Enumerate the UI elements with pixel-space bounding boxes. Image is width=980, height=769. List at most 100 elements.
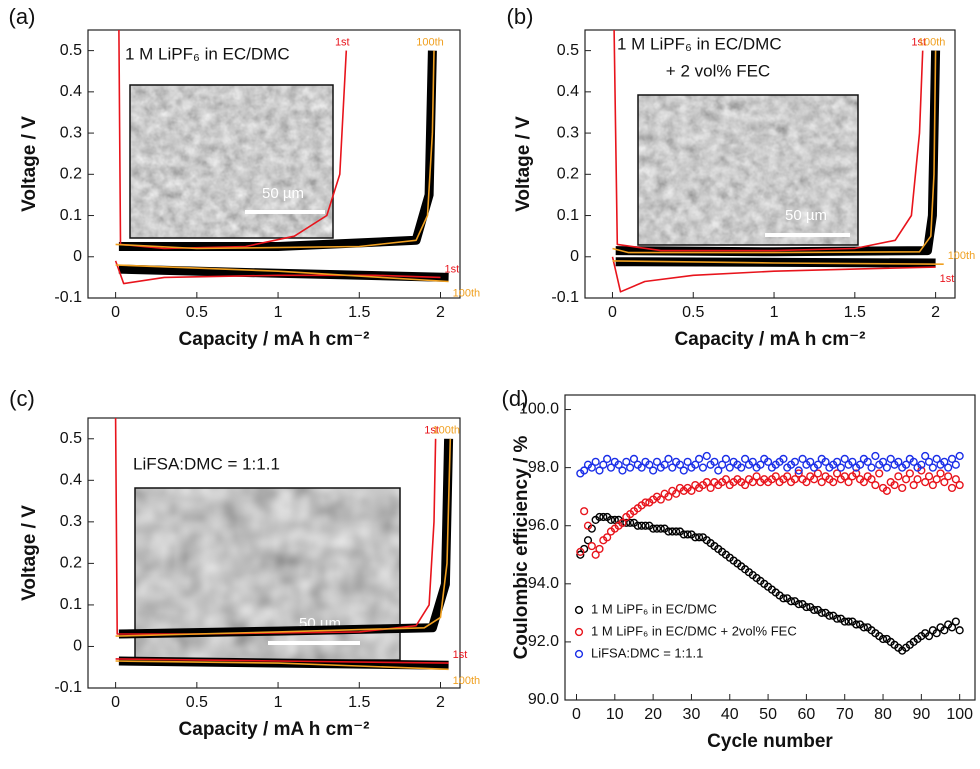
- data-point: [752, 472, 761, 481]
- voltage-curve: [612, 50, 937, 254]
- data-point: [637, 463, 646, 472]
- voltage-curve: [611, 256, 936, 293]
- data-point: [928, 463, 937, 472]
- data-point: [698, 463, 708, 472]
- data-point: [618, 466, 627, 475]
- x-tick-label: 2: [436, 694, 445, 711]
- x-tick-label: 60: [798, 706, 816, 723]
- data-point: [840, 454, 849, 464]
- data-point: [599, 460, 608, 469]
- data-point: [921, 451, 930, 461]
- data-point: [675, 460, 685, 469]
- x-tick-label: 1: [770, 304, 779, 321]
- data-point: [951, 475, 960, 484]
- data-point: [737, 463, 746, 472]
- legend-marker: [574, 605, 584, 615]
- data-point: [668, 527, 677, 536]
- voltage-curve: [613, 29, 924, 252]
- y-tick-label: 0.1: [557, 207, 579, 224]
- data-point: [714, 466, 723, 475]
- data-point: [649, 524, 658, 533]
- x-tick-label: 0: [608, 304, 617, 321]
- cycle-band: [118, 438, 454, 639]
- data-point: [794, 469, 803, 478]
- data-point: [606, 463, 616, 472]
- data-point: [852, 620, 861, 629]
- x-tick-label: 90: [912, 706, 930, 723]
- data-point: [924, 631, 934, 641]
- data-point: [813, 460, 822, 469]
- data-point: [668, 463, 677, 472]
- x-axis-label: Capacity / mA h cm⁻²: [179, 719, 370, 740]
- data-point: [702, 451, 711, 461]
- y-tick-label: 0.4: [60, 472, 82, 489]
- data-point: [672, 489, 681, 498]
- data-point: [721, 454, 731, 464]
- data-point: [951, 460, 960, 469]
- series-label: 1st: [940, 273, 955, 285]
- plot-frame: [584, 29, 956, 299]
- data-point: [718, 460, 727, 469]
- data-point: [921, 478, 930, 487]
- data-point: [645, 460, 654, 469]
- data-point: [829, 478, 838, 487]
- y-tick-label: 100.0: [519, 401, 559, 418]
- voltage-curve: [115, 658, 449, 664]
- x-tick-label: 1.5: [348, 694, 370, 711]
- series-label: 1st: [445, 263, 460, 275]
- data-point: [652, 457, 662, 466]
- sem-image: [130, 85, 333, 238]
- scale-label: 50 µm: [785, 207, 827, 224]
- data-point: [913, 475, 922, 484]
- data-point: [890, 480, 899, 490]
- legend-label: LiFSA:DMC = 1:1.1: [591, 645, 703, 660]
- data-point: [940, 457, 949, 466]
- data-point: [633, 521, 642, 530]
- data-point: [836, 463, 845, 472]
- data-point: [947, 454, 957, 464]
- y-tick-label: 0.4: [557, 83, 579, 100]
- annotation: 1 M LiPF₆ in EC/DMC: [617, 34, 782, 53]
- data-point: [817, 608, 826, 617]
- data-point: [691, 460, 700, 469]
- data-point: [626, 518, 635, 527]
- data-point: [947, 483, 957, 493]
- x-axis-label: Capacity / mA h cm⁻²: [675, 329, 866, 350]
- data-point: [825, 611, 834, 620]
- data-point: [848, 457, 857, 466]
- data-point: [840, 617, 849, 626]
- panel-label: (a): [9, 4, 36, 29]
- data-point: [587, 541, 596, 551]
- data-point: [951, 617, 960, 626]
- data-point: [855, 460, 865, 469]
- x-tick-label: 0.5: [186, 304, 208, 321]
- data-point: [779, 594, 788, 603]
- data-point: [806, 457, 815, 466]
- data-point: [691, 533, 700, 542]
- y-tick-label: 0.3: [557, 124, 579, 141]
- data-point: [936, 469, 945, 478]
- panel-label: (b): [507, 4, 534, 29]
- data-point: [576, 550, 585, 559]
- data-point: [955, 626, 964, 635]
- panel: (d) 0 10 20 30 40 50 60 70 80 90 100 90.0 92.0 94.0 96.…: [502, 386, 976, 752]
- data-point: [852, 469, 861, 478]
- data-point: [664, 527, 673, 536]
- data-point: [817, 478, 826, 487]
- x-tick-label: 2: [931, 304, 940, 321]
- data-point: [641, 521, 650, 530]
- annotation: LiFSA:DMC = 1:1.1: [133, 454, 280, 473]
- legend-label: 1 M LiPF₆ in EC/DMC + 2vol% FEC: [591, 623, 797, 638]
- data-point: [955, 451, 964, 461]
- data-point: [763, 457, 773, 466]
- x-tick-label: 2: [436, 304, 445, 321]
- series-label: 100th: [453, 675, 481, 687]
- data-point: [576, 547, 585, 556]
- voltage-curve: [115, 438, 452, 637]
- scale-label: 50 µm: [262, 185, 304, 202]
- data-point: [909, 480, 918, 490]
- data-point: [580, 507, 589, 516]
- data-point: [867, 475, 876, 484]
- y-axis-label: Voltage / V: [19, 505, 40, 601]
